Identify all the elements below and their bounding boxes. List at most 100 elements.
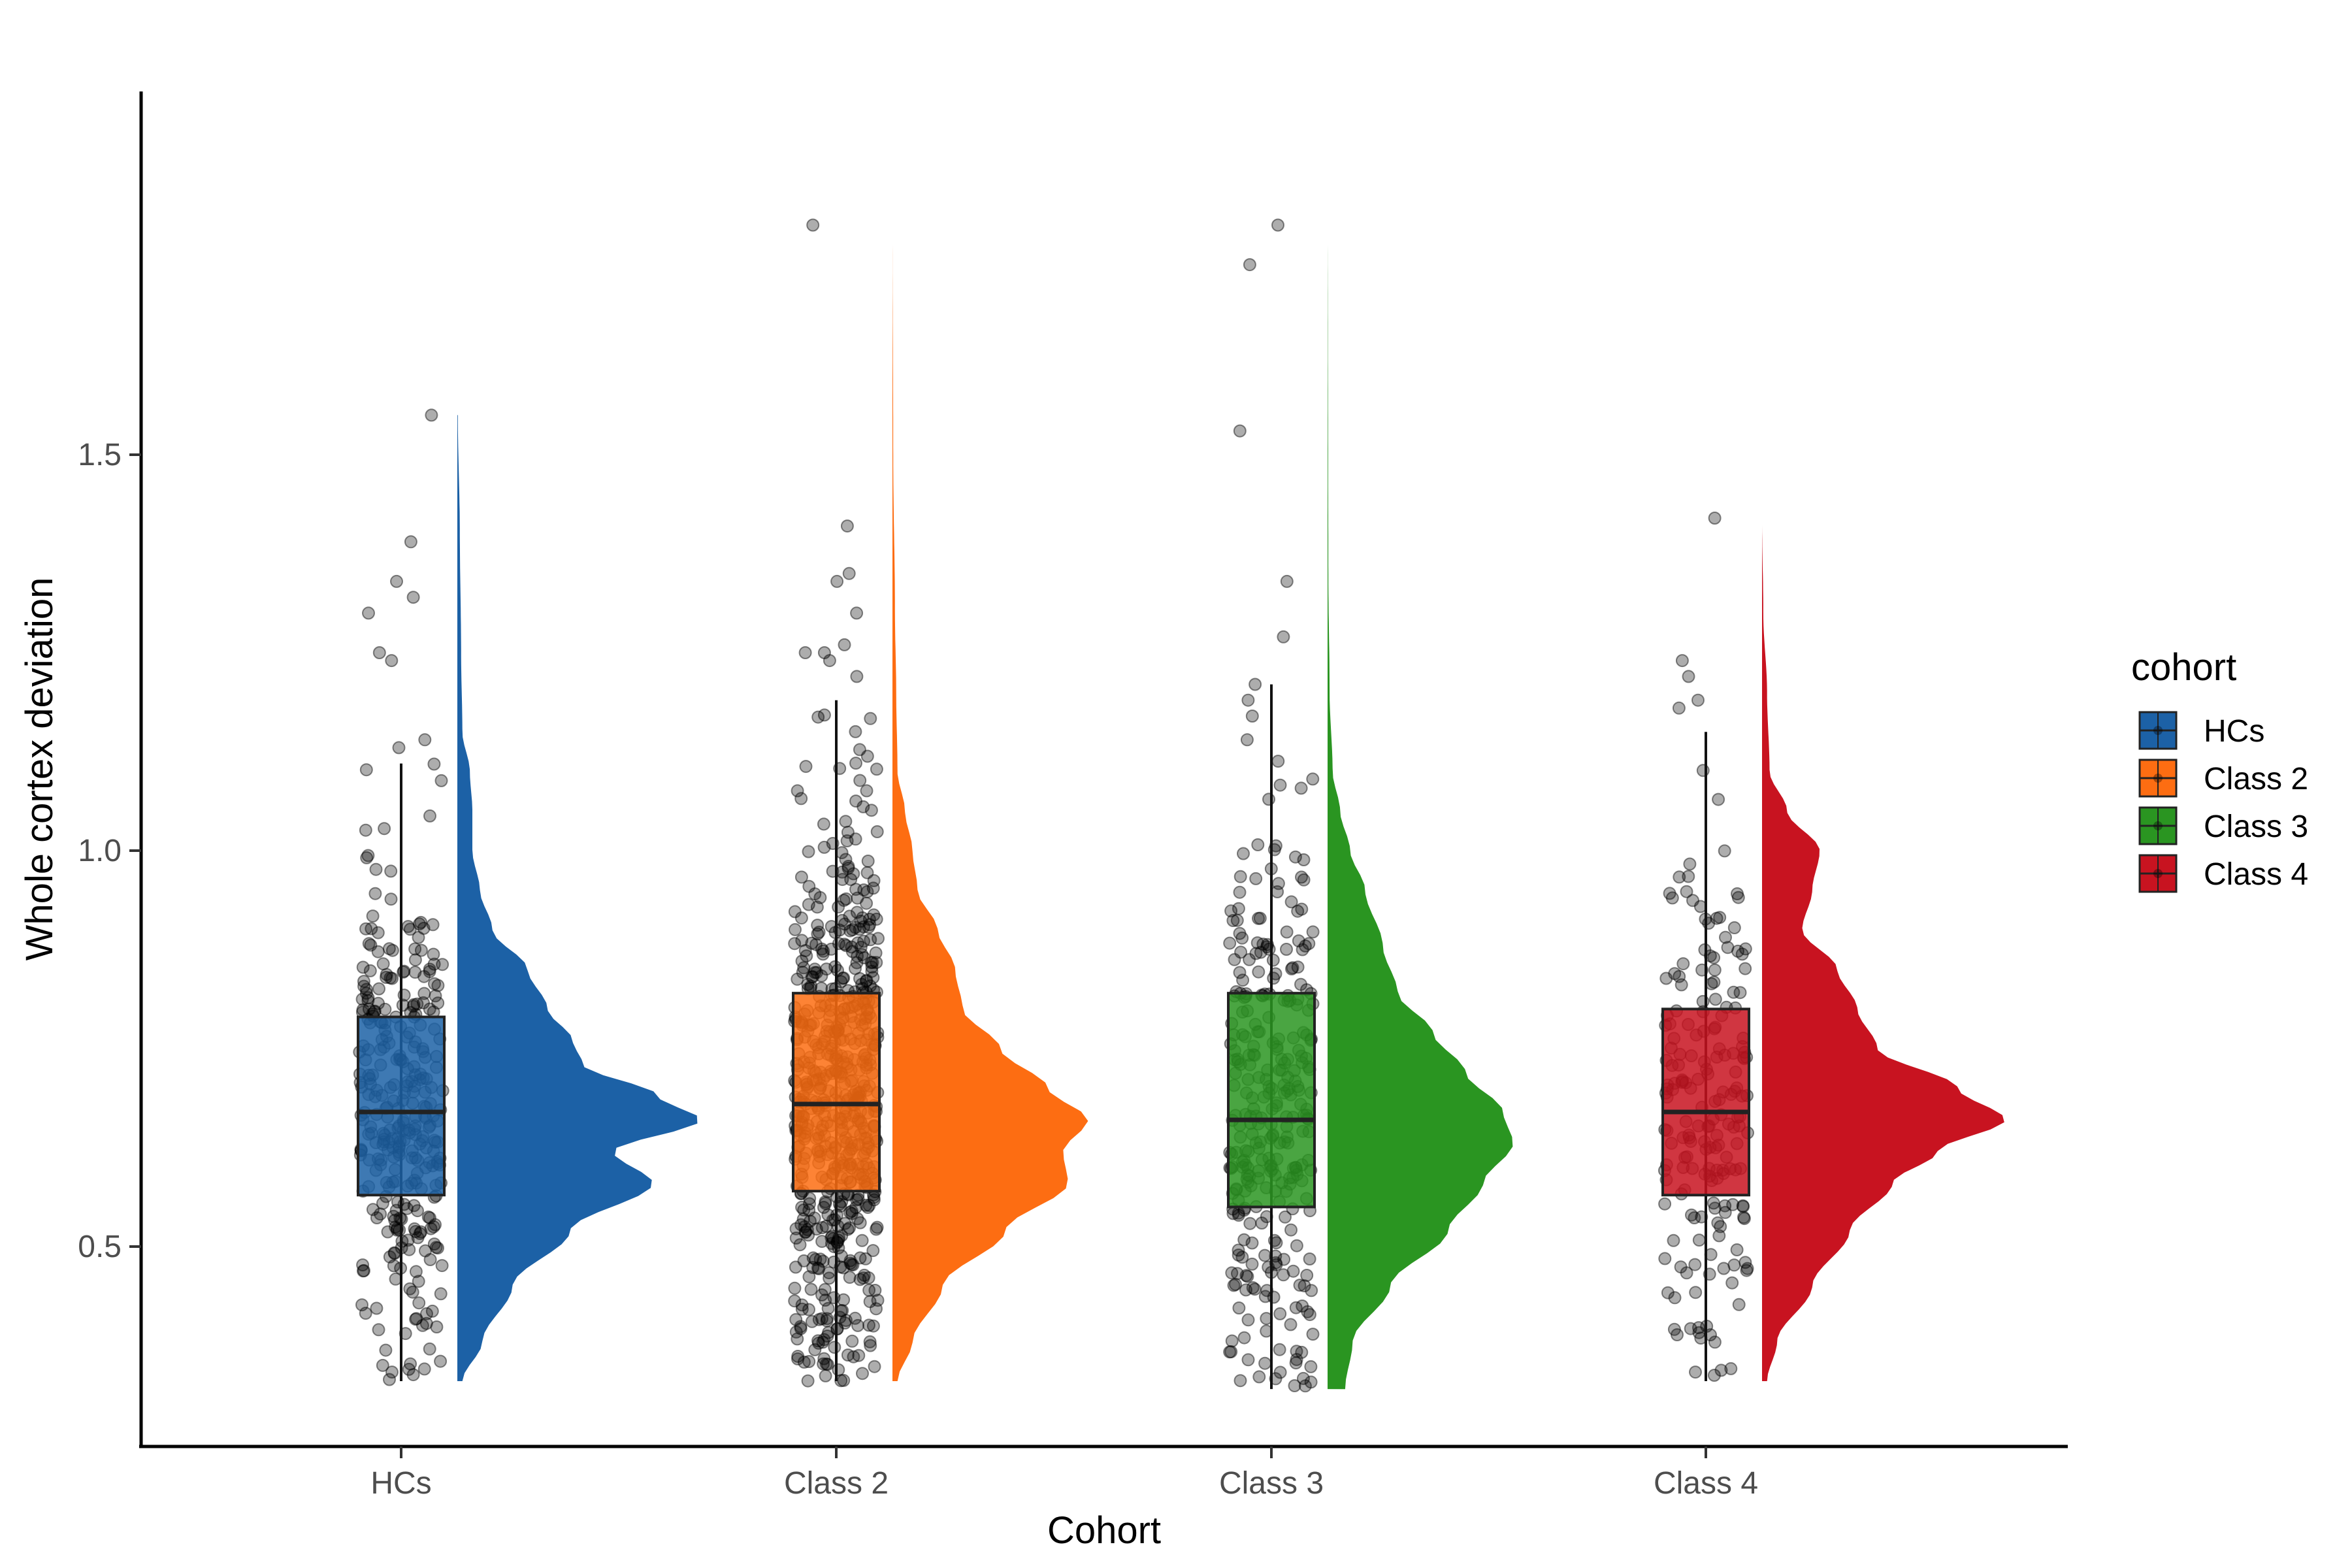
data-point: [1233, 1374, 1247, 1388]
data-point: [1303, 1252, 1316, 1266]
data-point: [1685, 1208, 1698, 1222]
data-point: [1271, 885, 1284, 898]
data-point: [810, 966, 823, 979]
data-point: [857, 951, 871, 964]
data-point: [827, 1255, 841, 1269]
legend-item: Class 4: [2138, 854, 2308, 893]
data-point: [804, 1282, 818, 1296]
data-point: [1676, 957, 1690, 971]
data-point: [361, 994, 375, 1007]
data-point: [1252, 965, 1266, 979]
data-point: [1707, 975, 1721, 989]
data-point: [1290, 1345, 1303, 1358]
data-point: [366, 1203, 380, 1217]
data-point: [851, 891, 864, 905]
data-point: [795, 1302, 809, 1316]
data-point: [1230, 913, 1244, 927]
data-point: [841, 861, 855, 875]
data-point: [417, 987, 431, 1000]
data-point: [361, 991, 375, 1005]
data-point: [412, 930, 425, 944]
data-point: [359, 983, 373, 996]
data-point: [860, 866, 874, 879]
data-point: [852, 1348, 866, 1362]
legend-item: HCs: [2138, 711, 2264, 750]
data-point: [815, 942, 828, 956]
data-point: [1703, 949, 1717, 963]
data-point: [864, 804, 878, 817]
data-point: [1277, 1252, 1291, 1266]
data-point: [845, 923, 859, 937]
outlier-point: [838, 638, 851, 651]
data-point: [1737, 1211, 1750, 1224]
data-point: [870, 1222, 883, 1236]
data-point: [406, 1368, 420, 1382]
data-point: [838, 1217, 852, 1230]
data-point: [431, 1241, 444, 1255]
data-point: [1295, 902, 1309, 916]
data-point: [403, 1282, 417, 1296]
data-point: [402, 1243, 416, 1256]
data-point: [1241, 1313, 1255, 1327]
data-point: [813, 890, 827, 904]
data-point: [434, 1354, 448, 1368]
outlier-point: [1245, 710, 1259, 723]
data-point: [1254, 945, 1267, 959]
data-point: [794, 792, 808, 806]
data-point: [797, 1355, 811, 1369]
data-point: [417, 921, 431, 935]
data-point: [788, 1281, 802, 1295]
data-point: [805, 970, 819, 984]
data-point: [843, 1256, 857, 1270]
data-point: [866, 1319, 880, 1333]
data-point: [1306, 1328, 1320, 1341]
data-point: [359, 922, 372, 936]
data-point: [1712, 792, 1725, 806]
data-point: [1671, 1328, 1684, 1341]
outlier-point: [385, 654, 399, 668]
data-point: [857, 1268, 871, 1282]
data-point: [1284, 895, 1298, 909]
data-point: [1659, 972, 1673, 985]
data-point: [802, 1355, 816, 1368]
data-point: [420, 1307, 433, 1320]
data-point: [817, 1352, 831, 1365]
data-point: [802, 1228, 815, 1242]
data-point: [1280, 943, 1293, 956]
data-point: [372, 996, 385, 1010]
data-point: [1228, 953, 1241, 966]
data-point: [385, 972, 399, 985]
data-point: [868, 1284, 882, 1297]
outlier-point: [850, 606, 864, 620]
data-point: [1300, 1269, 1314, 1282]
data-point: [827, 1240, 841, 1254]
data-point: [411, 1204, 424, 1218]
data-point: [429, 989, 442, 1003]
data-point: [835, 846, 849, 860]
data-point: [847, 867, 860, 881]
data-point: [409, 1313, 423, 1326]
data-point: [419, 1244, 432, 1258]
legend-label: HCs: [2204, 714, 2264, 749]
data-point: [798, 944, 812, 957]
data-point: [795, 955, 809, 968]
data-point: [1236, 973, 1250, 987]
data-point: [423, 1002, 436, 1016]
data-point: [1225, 1334, 1239, 1348]
data-point: [1234, 945, 1248, 959]
data-point: [848, 1311, 862, 1325]
data-point: [1227, 1279, 1241, 1292]
data-point: [1727, 1258, 1741, 1272]
data-point: [868, 1360, 881, 1373]
data-point: [804, 1215, 817, 1228]
outlier-point: [1249, 678, 1262, 691]
data-point: [1253, 911, 1267, 925]
data-point: [821, 1358, 834, 1371]
data-point: [843, 1271, 857, 1284]
data-point: [870, 1302, 883, 1316]
data-point: [817, 944, 830, 958]
data-point: [800, 1223, 814, 1236]
data-point: [806, 970, 820, 984]
data-point: [417, 996, 430, 1009]
data-point: [361, 849, 375, 862]
